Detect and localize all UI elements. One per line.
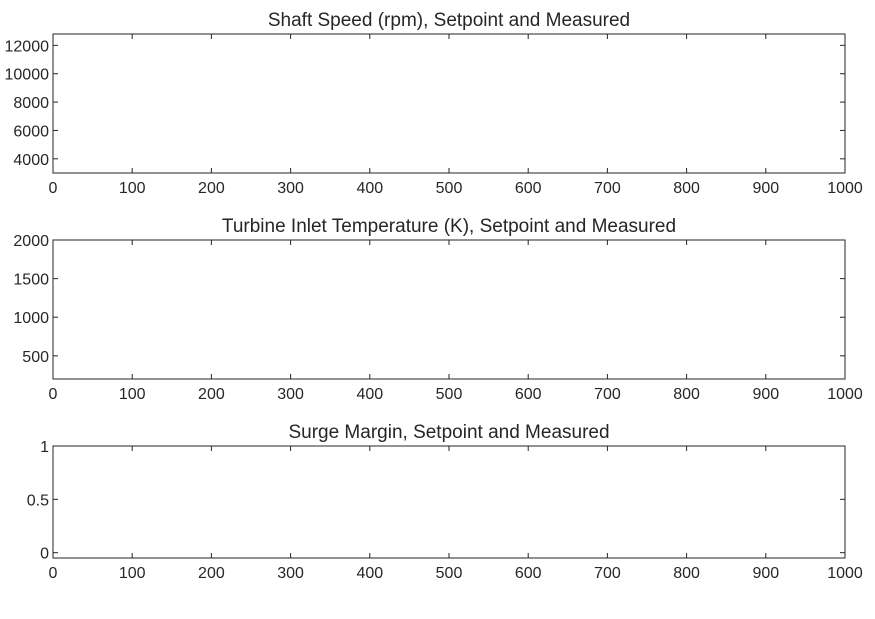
x-tick-label: 500 <box>436 565 463 582</box>
x-tick-label: 400 <box>356 386 383 403</box>
x-tick-label: 900 <box>752 180 779 197</box>
y-tick-label: 1000 <box>13 310 49 327</box>
y-tick-label: 1 <box>40 439 49 456</box>
y-tick-label: 12000 <box>5 38 50 55</box>
subplot-1: 0 100 200 300 400 500 600 700 800 900 1000 4000 6000… <box>5 10 863 197</box>
x-tick-label: 400 <box>356 180 383 197</box>
x-tick-label: 800 <box>673 386 700 403</box>
subplot-2: 0 100 200 300 400 500 600 700 800 900 1000 500 1000 1… <box>13 216 862 403</box>
x-tick-label: 100 <box>119 180 146 197</box>
y-tick-label: 0.5 <box>27 492 49 509</box>
x-tick-label: 500 <box>436 180 463 197</box>
x-tick-label: 0 <box>49 565 58 582</box>
axes-frame <box>52 239 846 380</box>
x-tick-label: 100 <box>119 565 146 582</box>
chart-title: Surge Margin, Setpoint and Measured <box>288 422 609 443</box>
x-tick-label: 1000 <box>827 565 863 582</box>
y-tick-label: 2000 <box>13 233 49 250</box>
x-tick-label: 800 <box>673 180 700 197</box>
x-tick-label: 100 <box>119 386 146 403</box>
x-tick-label: 700 <box>594 565 621 582</box>
x-tick-label: 200 <box>198 386 225 403</box>
x-tick-label: 700 <box>594 386 621 403</box>
x-tick-label: 200 <box>198 180 225 197</box>
y-tick-label: 1500 <box>13 272 49 289</box>
chart-title: Turbine Inlet Temperature (K), Setpoint … <box>222 216 676 237</box>
x-tick-label: 300 <box>277 180 304 197</box>
x-tick-label: 0 <box>49 386 58 403</box>
y-tick-label: 8000 <box>13 95 49 112</box>
axes-frame <box>52 33 846 174</box>
y-tick-label: 4000 <box>13 152 49 169</box>
x-tick-label: 700 <box>594 180 621 197</box>
x-tick-label: 0 <box>49 180 58 197</box>
x-tick-label: 600 <box>515 565 542 582</box>
chart-title: Shaft Speed (rpm), Setpoint and Measured <box>268 10 630 31</box>
x-tick-label: 300 <box>277 386 304 403</box>
x-tick-label: 500 <box>436 386 463 403</box>
y-tick-label: 500 <box>22 349 49 366</box>
x-tick-label: 600 <box>515 386 542 403</box>
y-tick-label: 0 <box>40 546 49 563</box>
y-tick-label: 10000 <box>5 67 50 84</box>
x-tick-label: 1000 <box>827 180 863 197</box>
x-tick-label: 300 <box>277 565 304 582</box>
x-tick-label: 900 <box>752 565 779 582</box>
x-tick-label: 600 <box>515 180 542 197</box>
axes-frame <box>52 445 846 559</box>
x-tick-label: 900 <box>752 386 779 403</box>
x-tick-label: 1000 <box>827 386 863 403</box>
subplot-3: 0 100 200 300 400 500 600 700 800 900 1000 0 0.5 1 Sur… <box>27 422 863 582</box>
x-tick-label: 800 <box>673 565 700 582</box>
y-tick-label: 6000 <box>13 123 49 140</box>
x-tick-label: 200 <box>198 565 225 582</box>
x-tick-label: 400 <box>356 565 383 582</box>
